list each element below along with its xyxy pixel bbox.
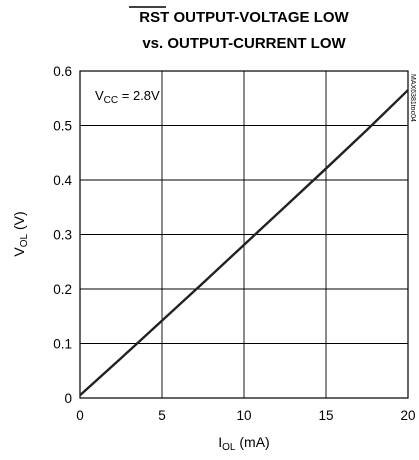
- annot-main: V: [95, 88, 104, 103]
- grid: [80, 71, 408, 398]
- series-line: [79, 89, 409, 397]
- chart-title-line1: RST OUTPUT-VOLTAGE LOW: [139, 9, 349, 26]
- xlabel-sub: OL: [222, 442, 236, 453]
- ylabel-unit: (V): [11, 211, 27, 234]
- xlabel-main: I: [218, 434, 222, 450]
- y-tick-label: 0.4: [53, 173, 72, 188]
- x-axis-label: IOL (mA): [218, 434, 269, 453]
- title-overbar-text: RST: [139, 9, 169, 26]
- y-tick-labels: 0 0.1 0.2 0.3 0.4 0.5 0.6: [53, 64, 72, 406]
- title-line1-text: OUTPUT-VOLTAGE LOW: [169, 9, 349, 26]
- y-axis-label: VOL (V): [11, 211, 30, 256]
- x-tick-labels: 0 5 10 15 20: [76, 408, 415, 423]
- x-tick-label: 10: [236, 408, 251, 423]
- plot-frame: [79, 70, 409, 399]
- y-tick-label: 0.1: [53, 337, 72, 352]
- xlabel-unit: (mA): [236, 434, 270, 450]
- annot-rest: = 2.8V: [118, 88, 160, 103]
- chart-title-line2: vs. OUTPUT-CURRENT LOW: [142, 35, 346, 52]
- vcc-annotation: VCC = 2.8V: [95, 88, 160, 106]
- y-tick-label: 0.6: [53, 64, 72, 79]
- x-tick-label: 15: [318, 408, 333, 423]
- ylabel-sub: OL: [19, 234, 30, 248]
- x-tick-label: 5: [158, 408, 166, 423]
- figure-code: MAX6381toc04: [409, 74, 416, 122]
- x-tick-label: 0: [76, 408, 84, 423]
- ylabel-main: V: [11, 247, 27, 257]
- y-tick-label: 0.5: [53, 119, 72, 134]
- y-tick-label: 0: [64, 391, 72, 406]
- annot-sub: CC: [104, 95, 118, 106]
- y-tick-label: 0.3: [53, 228, 72, 243]
- y-tick-label: 0.2: [53, 282, 72, 297]
- x-tick-label: 20: [400, 408, 415, 423]
